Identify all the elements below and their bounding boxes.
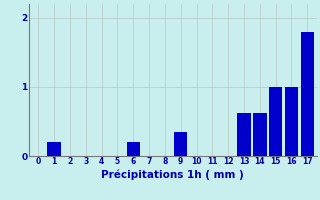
Bar	[174, 132, 188, 156]
Bar	[126, 142, 140, 156]
X-axis label: Précipitations 1h ( mm ): Précipitations 1h ( mm )	[101, 169, 244, 180]
Bar	[253, 113, 267, 156]
Bar	[300, 32, 314, 156]
Bar	[269, 87, 282, 156]
Bar	[47, 142, 61, 156]
Bar	[237, 113, 251, 156]
Bar	[285, 87, 298, 156]
